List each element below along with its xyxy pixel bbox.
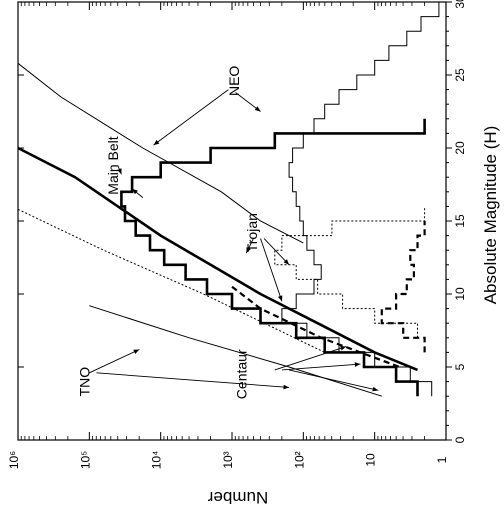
series-layer [17,2,440,397]
annotation-arrowhead [132,188,138,195]
series-model-1 [17,146,418,372]
series-histogram-6 [120,118,426,397]
annotation-arrowhead [117,168,122,175]
y-tick-label-6: 1 [435,456,449,463]
x-tick-label-6: 30 [453,0,467,9]
annotation-arrow [96,372,290,388]
x-tick-label-1: 5 [453,363,467,370]
annotation-arrowhead [354,362,361,367]
annotation-arrowhead [277,295,283,302]
y-tick-label-2: 10⁴ [150,451,164,470]
y-tick-label-4: 10² [292,451,306,468]
annotation-arrowhead [340,346,347,351]
annotation-arrow [281,363,361,371]
annotation-tno: TNO [76,367,92,397]
annotation-arrow [260,238,283,302]
annotation-arrowhead [153,139,160,146]
series-histogram-8 [274,206,426,338]
series-model-4 [89,305,382,397]
series-histogram-9 [380,221,426,353]
labels-layer: 0 5 10 15 20 25 30 10⁶ 10⁵ 10⁴ 10³ 10² 10 1 Main Belt N… [7,0,467,469]
y-tick-label-0: 10⁶ [7,451,21,469]
annotation-main-belt: Main Belt [105,136,121,194]
series-histogram-7 [281,2,440,397]
x-tick-label-3: 15 [453,214,467,228]
x-axis-label: Absolute Magnitude (H) [481,126,500,305]
y-tick-label-1: 10⁵ [78,451,92,469]
annotation-arrow [153,89,229,146]
annotation-arrowhead [283,259,290,265]
series-model-2 [17,62,304,244]
axes-layer [17,1,452,441]
annotation-arrowhead [283,384,290,390]
annotation-centaur: Centaur [233,349,249,399]
annotation-arrowhead [246,247,251,254]
annotation-neo: NEO [226,66,242,96]
annotation-arrowhead [254,106,261,112]
annotation-arrowhead [372,386,379,392]
x-tick-label-2: 10 [453,287,467,301]
annotation-arrow [288,369,379,391]
x-tick-label-0: 0 [453,436,467,443]
series-model-3 [17,208,325,353]
y-tick-label-5: 10 [364,453,378,467]
y-tick-label-3: 10³ [221,451,235,468]
annotation-arrowhead [133,349,140,354]
annotation-arrow [263,238,290,266]
x-tick-label-4: 20 [453,141,467,155]
x-tick-label-5: 25 [453,68,467,82]
annotation-arrow [89,349,140,374]
y-axis-label: Number [207,488,268,507]
annotation-trojan: Trojan [244,213,260,252]
annotation-arrow [274,346,347,371]
